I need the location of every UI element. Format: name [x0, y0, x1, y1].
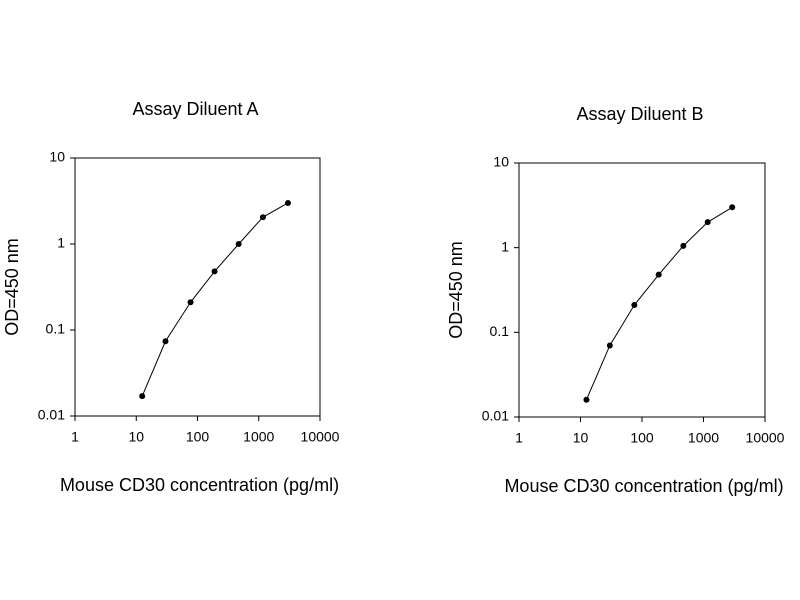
plot-frame: [74, 157, 321, 417]
x-tick-label: 1000: [243, 429, 274, 445]
data-point: [139, 393, 146, 400]
x-axis-label: Mouse CD30 concentration (pg/ml): [60, 475, 339, 495]
data-point: [606, 342, 613, 349]
y-tick-label: 10: [49, 149, 65, 165]
data-point: [284, 199, 291, 206]
x-tick-label: 10: [128, 429, 144, 445]
data-line: [141, 202, 289, 397]
y-axis-label: OD=450 nm: [446, 241, 466, 339]
data-point: [235, 241, 242, 247]
data-point: [655, 271, 662, 278]
plot-frame: [518, 162, 766, 418]
x-tick-label: 10000: [746, 430, 785, 446]
chart-title: Assay Diluent A: [132, 99, 258, 119]
x-tick-label: 10000: [301, 429, 340, 445]
data-point: [680, 242, 687, 249]
x-tick-label: 1: [515, 430, 523, 446]
data-line: [586, 206, 733, 400]
data-point: [211, 268, 218, 275]
data-point: [259, 214, 266, 221]
y-tick-label: 10: [493, 154, 509, 170]
data-point: [704, 219, 711, 226]
y-tick-label: 0.01: [482, 408, 509, 424]
x-tick-label: 10: [573, 430, 589, 446]
x-tick-label: 1: [71, 429, 79, 445]
data-point: [729, 204, 736, 211]
y-tick-label: 1: [501, 238, 509, 254]
y-tick-label: 1: [57, 235, 65, 251]
data-point: [187, 299, 194, 306]
data-point: [583, 396, 590, 403]
y-axis-label: OD=450 nm: [2, 238, 22, 336]
x-axis-label: Mouse CD30 concentration (pg/ml): [504, 476, 783, 496]
y-tick-label: 0.1: [46, 321, 66, 337]
y-tick-label: 0.01: [38, 407, 65, 423]
data-point: [631, 302, 638, 309]
x-tick-label: 100: [630, 430, 654, 446]
x-tick-label: 1000: [688, 430, 719, 446]
y-tick-label: 0.1: [490, 323, 510, 339]
chart-title: Assay Diluent B: [576, 104, 703, 124]
x-tick-label: 100: [186, 429, 210, 445]
data-point: [162, 338, 169, 345]
